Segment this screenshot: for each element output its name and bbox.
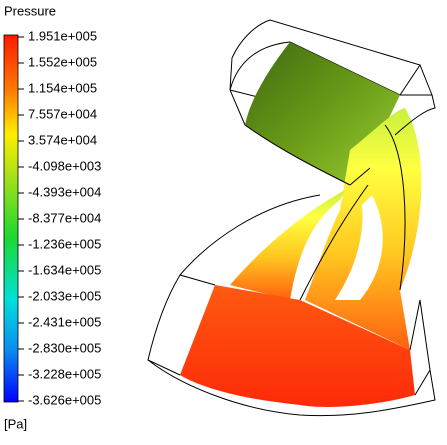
outlet-surface: [180, 285, 415, 407]
legend-title: Pressure: [4, 3, 56, 18]
legend-labels: 1.951e+005 1.552e+005 1.154e+005 7.557e+004…: [18, 28, 101, 407]
legend-label: 1.154e+005: [28, 80, 97, 95]
legend-label: 3.574e+004: [28, 132, 97, 147]
legend-label: -4.098e+003: [28, 158, 101, 173]
legend-label: -8.377e+004: [28, 210, 101, 225]
legend-unit: [Pa]: [4, 416, 27, 431]
model: [147, 19, 436, 417]
legend-label: -1.236e+005: [28, 236, 101, 251]
legend-label: -4.393e+004: [28, 184, 101, 199]
legend-label: -3.626e+005: [28, 392, 101, 407]
legend-label: -1.634e+005: [28, 262, 101, 277]
legend-label: -2.033e+005: [28, 288, 101, 303]
legend-label: 1.552e+005: [28, 54, 97, 69]
legend-label: 1.951e+005: [28, 28, 97, 43]
legend-label: -2.830e+005: [28, 340, 101, 355]
color-bar: [3, 34, 19, 403]
channel-surface-2: [230, 190, 345, 300]
legend-label: -3.228e+005: [28, 366, 101, 381]
legend-label: -2.431e+005: [28, 314, 101, 329]
legend-label: 7.557e+004: [28, 106, 97, 121]
channel-gap: [335, 195, 383, 300]
